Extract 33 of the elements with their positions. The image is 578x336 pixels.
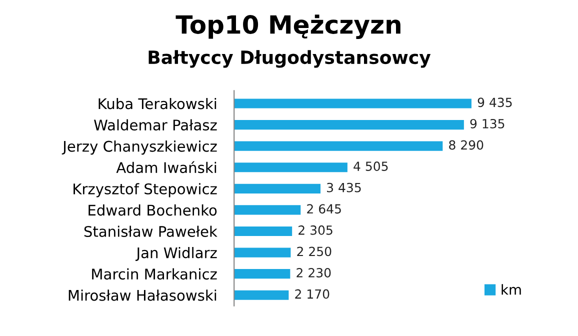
y-tick-label: Kuba Terakowski	[98, 98, 216, 110]
data-label: 4 505	[354, 162, 388, 171]
bar	[234, 141, 443, 151]
bar	[234, 184, 321, 194]
y-tick-label: Jerzy Chanyszkiewicz	[62, 140, 217, 155]
data-label: 3 435	[327, 182, 361, 192]
y-tick-label: Adam Iwański	[116, 161, 216, 174]
data-label: 9 435	[478, 98, 512, 108]
data-label: 8 290	[449, 140, 484, 150]
legend-label: km	[502, 284, 521, 295]
data-label: 2 170	[295, 289, 330, 299]
y-tick-label: Krzysztof Stepowicz	[74, 183, 217, 198]
bar	[234, 269, 290, 279]
data-label: 2 305	[298, 225, 332, 235]
bar	[234, 120, 464, 130]
chart-subtitle: Bałtyccy Długodystansowcy	[148, 50, 431, 68]
data-label: 2 645	[307, 204, 341, 214]
y-tick-label: Jan Widlarz	[136, 246, 217, 261]
y-tick-label: Edward Bochenko	[88, 204, 217, 216]
y-tick-label: Marcin Markanicz	[92, 268, 217, 280]
y-tick-label: Stanisław Pawełek	[84, 226, 218, 237]
data-label: 2 250	[297, 246, 332, 256]
bar	[234, 162, 348, 172]
bar	[234, 226, 292, 236]
data-label: 2 230	[296, 268, 331, 278]
bar	[234, 205, 301, 215]
bar	[234, 290, 289, 300]
y-tick-label: Waldemar Pałasz	[94, 119, 217, 131]
y-tick-label: Mirosław Hałasowski	[68, 290, 216, 301]
bar	[234, 98, 472, 108]
data-label: 9 135	[470, 118, 504, 128]
chart-title: Top10 Mężczyzn	[176, 14, 400, 39]
bar	[234, 248, 291, 258]
